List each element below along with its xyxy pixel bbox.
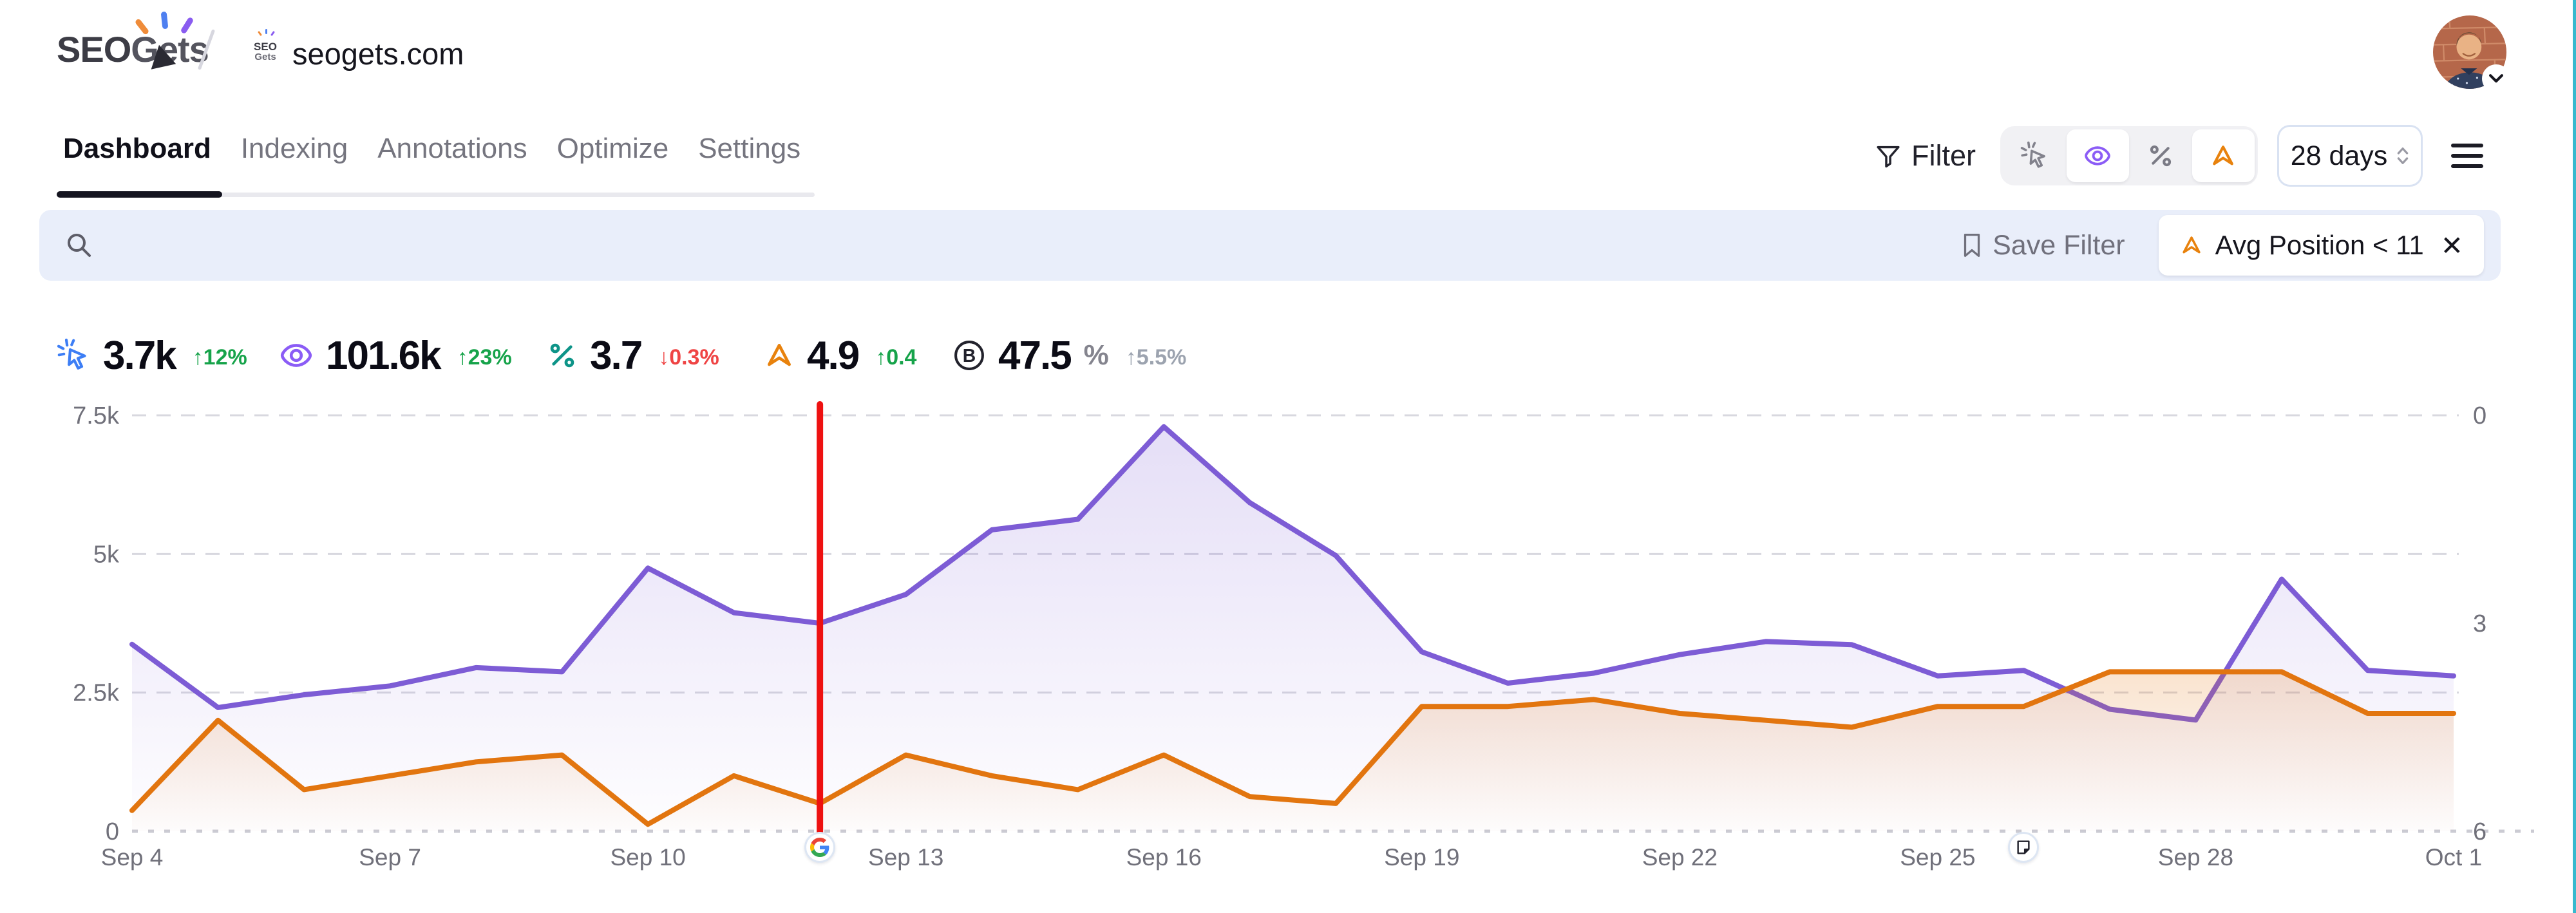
metric-branded[interactable]: B 47.5 % ↑5.5%	[952, 326, 1186, 385]
chevron-down-icon	[2489, 74, 2503, 83]
metric-change: ↑12%	[192, 344, 247, 370]
right-axis-tick: 0	[2473, 402, 2486, 429]
toggle-impressions[interactable]	[2066, 129, 2129, 182]
metric-value: 101.6k	[326, 333, 442, 378]
tab-optimize[interactable]: Optimize	[556, 133, 669, 164]
x-axis-tick: Sep 10	[610, 844, 685, 871]
tab-settings[interactable]: Settings	[698, 133, 801, 164]
breadcrumb-site-domain[interactable]: seogets.com	[292, 37, 464, 71]
select-chevrons-icon	[2396, 147, 2409, 165]
eye-icon	[280, 344, 312, 367]
x-axis-tick: Sep 25	[1900, 844, 1975, 871]
left-axis-tick: 5k	[93, 541, 120, 568]
metric-value: 4.9	[807, 333, 860, 378]
note-annotation-marker[interactable]	[2008, 832, 2040, 863]
position-icon	[2213, 146, 2234, 165]
branded-icon: B	[954, 341, 984, 370]
metric-avg-position[interactable]: 4.9 ↑0.4	[763, 326, 916, 385]
tab-annotations[interactable]: Annotations	[377, 133, 527, 164]
left-axis-tick: 2.5k	[73, 680, 120, 707]
filter-chip-avg-position[interactable]: Avg Position < 11 ✕	[2158, 215, 2484, 276]
menu-button[interactable]	[2451, 144, 2483, 168]
x-axis-tick: Sep 7	[359, 844, 421, 871]
metric-change: ↑5.5%	[1125, 344, 1187, 370]
funnel-icon	[1877, 146, 1900, 168]
percent-icon	[550, 343, 574, 368]
percent-icon	[2150, 145, 2171, 167]
chart-controls: Filter	[1874, 125, 2483, 187]
metric-clicks[interactable]: 3.7k ↑12%	[57, 326, 247, 385]
eye-icon	[2085, 146, 2111, 165]
metric-change: ↓0.3%	[658, 344, 719, 370]
left-axis-tick: 7.5k	[73, 402, 120, 429]
metric-suffix: %	[1083, 339, 1109, 371]
tab-dashboard[interactable]: Dashboard	[63, 133, 211, 164]
site-favicon: SEO Gets	[247, 29, 283, 70]
x-axis-tick: Oct 1	[2425, 844, 2482, 871]
date-range-selector[interactable]: 28 days	[2277, 125, 2423, 187]
right-axis-tick: 3	[2473, 610, 2486, 637]
bookmark-icon	[1964, 234, 1980, 257]
metric-change: ↑0.4	[875, 344, 917, 370]
main-nav: Dashboard Indexing Annotations Optimize …	[63, 133, 800, 165]
active-tab-indicator	[57, 191, 222, 198]
x-axis-tick: Sep 22	[1642, 844, 1718, 871]
search-icon	[68, 234, 91, 257]
click-icon	[2020, 141, 2045, 168]
x-axis-tick: Sep 19	[1384, 844, 1459, 871]
date-range-value: 28 days	[2290, 140, 2388, 171]
metric-value: 3.7	[590, 333, 643, 378]
logo-text: SEOGets	[57, 11, 209, 76]
metric-impressions[interactable]: 101.6k ↑23%	[278, 326, 512, 385]
metric-change: ↑23%	[457, 344, 512, 370]
x-axis-tick: Sep 13	[868, 844, 943, 871]
toggle-position[interactable]	[2192, 129, 2255, 182]
google-annotation-marker[interactable]	[804, 832, 836, 863]
filter-label: Filter	[1911, 139, 1976, 172]
tabs-underline-track	[63, 193, 815, 197]
toggle-ctr[interactable]	[2129, 129, 2192, 182]
svg-text:B: B	[963, 346, 976, 366]
metric-value: 47.5	[998, 333, 1072, 378]
x-axis-tick: Sep 28	[2158, 844, 2233, 871]
google-icon	[810, 838, 829, 857]
metric-value: 3.7k	[103, 333, 177, 378]
x-axis-tick: Sep 4	[101, 844, 164, 871]
metric-ctr[interactable]: 3.7 ↓0.3%	[546, 326, 719, 385]
avg-position-line[interactable]	[129, 669, 2456, 827]
tab-indexing[interactable]: Indexing	[240, 133, 348, 164]
toggle-clicks[interactable]	[2003, 129, 2067, 182]
save-filter-button[interactable]: Save Filter	[1960, 230, 2125, 261]
filter-button[interactable]: Filter	[1874, 139, 1976, 173]
left-axis-tick: 0	[106, 818, 119, 845]
chip-label: Avg Position < 11	[2215, 230, 2424, 260]
position-icon	[2182, 236, 2201, 254]
avg-position-area	[132, 672, 2454, 831]
app-logo[interactable]: SEOGets	[57, 11, 209, 79]
note-icon	[2017, 840, 2030, 854]
chip-close-icon[interactable]: ✕	[2440, 230, 2463, 261]
user-avatar[interactable]	[2433, 15, 2510, 93]
right-axis-tick: 6	[2473, 818, 2486, 845]
position-icon	[768, 344, 791, 366]
filter-search-bar[interactable]: Save Filter Avg Position < 11 ✕	[39, 210, 2501, 281]
series-toggle-group	[2000, 126, 2258, 185]
hamburger-icon	[2451, 144, 2483, 147]
teal-edge-line	[2573, 0, 2576, 913]
avatar-menu-chevron[interactable]	[2482, 64, 2510, 93]
x-axis-tick: Sep 16	[1126, 844, 1202, 871]
click-icon	[57, 338, 86, 370]
